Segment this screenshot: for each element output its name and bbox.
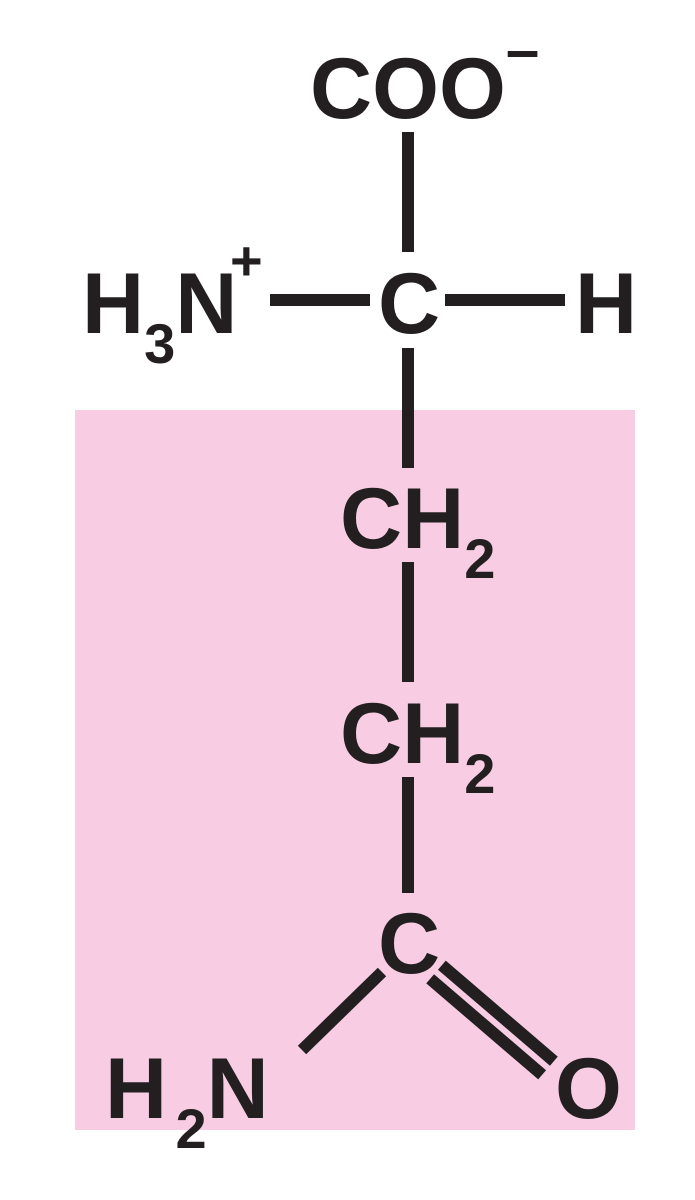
- alpha-carbon: C: [378, 255, 440, 354]
- alpha-hydrogen: H: [575, 255, 637, 354]
- delta-carbon: C: [378, 895, 440, 994]
- gamma-ch2-group: CH2: [340, 685, 495, 784]
- beta-ch2-group: CH2: [340, 470, 495, 569]
- ammonium-group: H3N: [82, 255, 237, 354]
- carbonyl-oxygen: O: [555, 1040, 622, 1139]
- carboxylate-group: COO–: [310, 40, 539, 139]
- amide-nh2-group: H 2N: [105, 1040, 269, 1139]
- ammonium-plus-charge: +: [230, 228, 263, 293]
- bond-layer: [0, 0, 695, 1200]
